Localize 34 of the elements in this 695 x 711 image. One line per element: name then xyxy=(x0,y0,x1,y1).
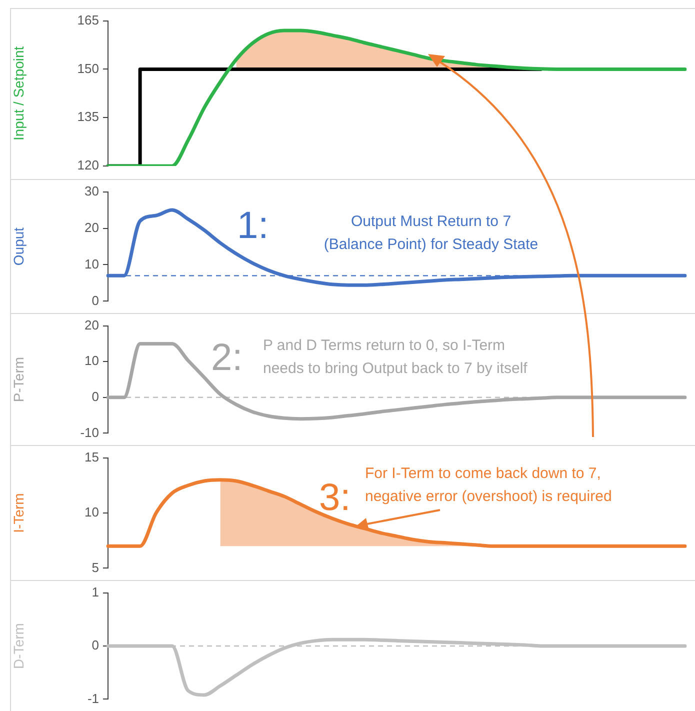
y-axis-title: D-Term xyxy=(10,623,26,669)
y-tick-label: -1 xyxy=(87,690,99,706)
annotation: For I-Term to come back down to 7, xyxy=(365,465,601,482)
y-axis-title: Input / Setpoint xyxy=(10,46,26,140)
y-axis-title: I-Term xyxy=(10,493,26,533)
y-tick-label: 0 xyxy=(92,292,99,308)
annotation: P and D Terms return to 0, so I-Term xyxy=(263,337,506,354)
y-tick-label: 1 xyxy=(92,584,99,600)
annotation: negative error (overshoot) is required xyxy=(365,488,612,505)
y-tick-label: 0 xyxy=(92,388,99,404)
annotation: 1: xyxy=(237,205,269,247)
line-series xyxy=(106,478,687,548)
y-axis-title: P-Term xyxy=(10,356,26,402)
y-tick-label: 20 xyxy=(84,317,99,332)
annotation: 2: xyxy=(211,337,243,379)
y-tick-label: 150 xyxy=(77,60,99,76)
y-axis-title: Ouput xyxy=(10,227,26,266)
annotation: (Balance Point) for Steady State xyxy=(324,236,538,253)
y-tick-label: -10 xyxy=(80,424,99,440)
y-tick-label: 15 xyxy=(84,449,99,464)
y-tick-label: 120 xyxy=(77,158,99,173)
y-tick-label: 10 xyxy=(84,353,99,368)
annotation: needs to bring Output back to 7 by itself xyxy=(263,360,528,377)
y-tick-label: 30 xyxy=(84,183,99,198)
y-tick-label: 20 xyxy=(84,220,99,235)
line-series xyxy=(106,28,687,166)
y-tick-label: 10 xyxy=(84,504,99,520)
annotation: 3: xyxy=(319,477,351,519)
annotation: Output Must Return to 7 xyxy=(350,213,512,230)
y-tick-label: 5 xyxy=(92,560,99,575)
y-tick-label: 10 xyxy=(84,256,99,272)
y-tick-label: 165 xyxy=(77,12,99,28)
y-tick-label: 0 xyxy=(92,638,99,653)
y-tick-label: 135 xyxy=(77,109,99,124)
